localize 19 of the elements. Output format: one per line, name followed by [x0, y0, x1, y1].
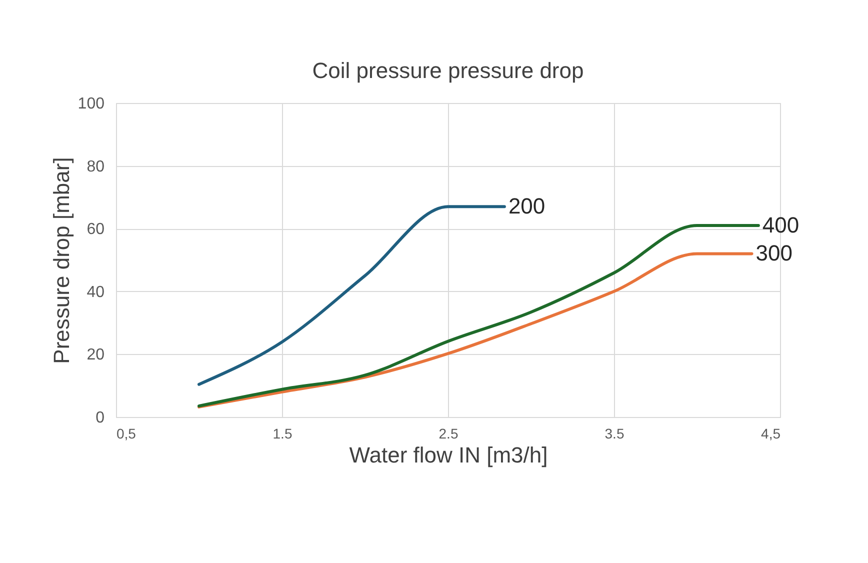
x-tick-label: 0,5 [116, 426, 136, 442]
series-label: 200 [508, 194, 546, 219]
x-tick-label: 3.5 [604, 426, 624, 442]
x-tick-label: 2.5 [438, 426, 458, 442]
y-tick-label: 80 [86, 158, 105, 176]
y-tick-label: 40 [86, 284, 105, 301]
y-tick-label: 100 [78, 96, 105, 112]
x-tick-label: 4,5 [761, 426, 781, 442]
y-axis-title: Pressure drop [mbar] [48, 157, 74, 364]
line-series [198, 252, 754, 408]
y-tick-label: 20 [86, 346, 105, 364]
x-tick-label: 1.5 [272, 426, 292, 442]
line-series [198, 205, 506, 386]
y-tick-label: 60 [86, 221, 105, 238]
x-axis-title: Water flow IN [m3/h] [349, 442, 548, 468]
chart-title: Coil pressure pressure drop [312, 58, 584, 83]
series-label: 400 [762, 212, 800, 238]
y-tick-label: 0 [96, 410, 105, 426]
series-label: 300 [756, 240, 792, 266]
